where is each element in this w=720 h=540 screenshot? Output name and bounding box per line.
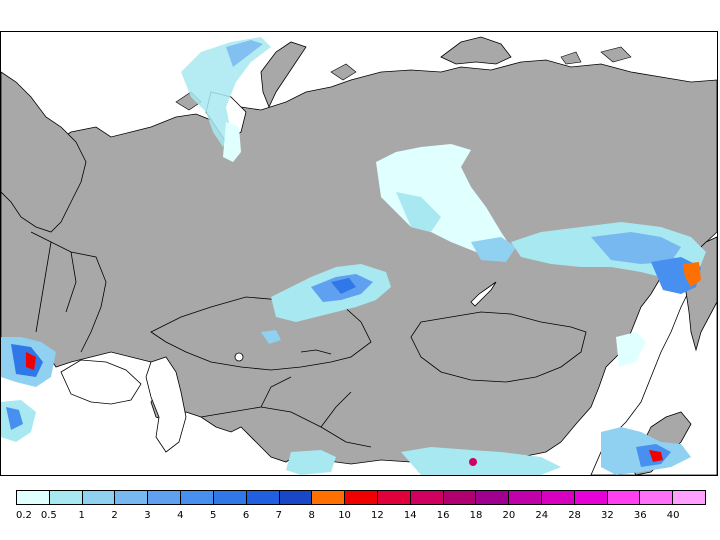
caspian-sea — [145, 356, 187, 453]
legend-tick-label: 20 — [502, 510, 516, 521]
european-borders — [30, 231, 107, 353]
legend-tick-label: 28 — [568, 510, 581, 521]
legend-tick-label: 40 — [666, 510, 680, 521]
legend-swatch — [509, 491, 542, 504]
legend-tick-label: 5 — [209, 510, 217, 521]
legend-tick-label: 36 — [633, 510, 647, 521]
legend-swatch — [410, 491, 444, 504]
legend-tick-label: 16 — [436, 510, 450, 521]
aral-sea — [234, 352, 244, 362]
legend-swatch — [640, 491, 674, 504]
legend-tick-label: 1 — [78, 510, 85, 521]
legend-swatch — [181, 491, 214, 504]
legend-bar — [16, 490, 706, 505]
legend-swatch — [213, 491, 247, 504]
legend-swatch — [246, 491, 280, 504]
legend-tick-label: 12 — [371, 510, 384, 521]
legend-tick-label: 14 — [403, 510, 417, 521]
legend-swatch — [115, 491, 149, 504]
legend-swatch — [542, 491, 575, 504]
legend-swatch — [476, 491, 510, 504]
legend-tick-label: 3 — [144, 510, 151, 521]
mongolia-border — [410, 311, 587, 383]
central-asia-borders — [200, 376, 372, 448]
black-sea — [60, 359, 142, 405]
scandinavia — [1, 71, 87, 233]
legend-swatch — [673, 491, 706, 504]
legend-tick-label: 6 — [242, 510, 250, 521]
map-svg — [1, 32, 717, 475]
legend-tick-label: 4 — [177, 510, 184, 521]
legend-swatch — [148, 491, 182, 504]
taymyr-islands — [440, 36, 512, 65]
kazakhstan-border — [150, 296, 372, 371]
legend-swatch — [279, 491, 313, 504]
legend-swatch — [574, 491, 608, 504]
legend-tick-label: 18 — [469, 510, 483, 521]
precipitation-areas — [1, 37, 706, 475]
legend-swatch — [312, 491, 346, 504]
precipitation-map — [0, 31, 718, 476]
legend-tick-label: 7 — [275, 510, 283, 521]
legend-swatch — [345, 491, 378, 504]
legend-tick-label: 32 — [601, 510, 614, 521]
legend-swatch — [607, 491, 641, 504]
lake-baikal — [470, 281, 497, 307]
legend-swatch — [49, 491, 83, 504]
legend-tick-label: 0.5 — [40, 510, 57, 521]
legend-tick-label: 10 — [338, 510, 351, 521]
legend-tick-label: 8 — [308, 510, 315, 521]
legend-swatch — [82, 491, 116, 504]
color-legend: 0.2 0.5 1 2 3 4 5 6 7 8 10 12 14 16 18 20 24 28 32 36 40 — [16, 490, 706, 530]
legend-swatch — [377, 491, 411, 504]
lake-balkhash — [300, 349, 332, 355]
legend-swatch — [17, 491, 50, 504]
legend-swatch — [443, 491, 477, 504]
novaya-zemlya — [260, 41, 307, 109]
legend-tick-label: 2 — [111, 510, 118, 521]
legend-tick-label: 24 — [535, 510, 549, 521]
legend-tick-label: 0.2 — [16, 510, 32, 521]
